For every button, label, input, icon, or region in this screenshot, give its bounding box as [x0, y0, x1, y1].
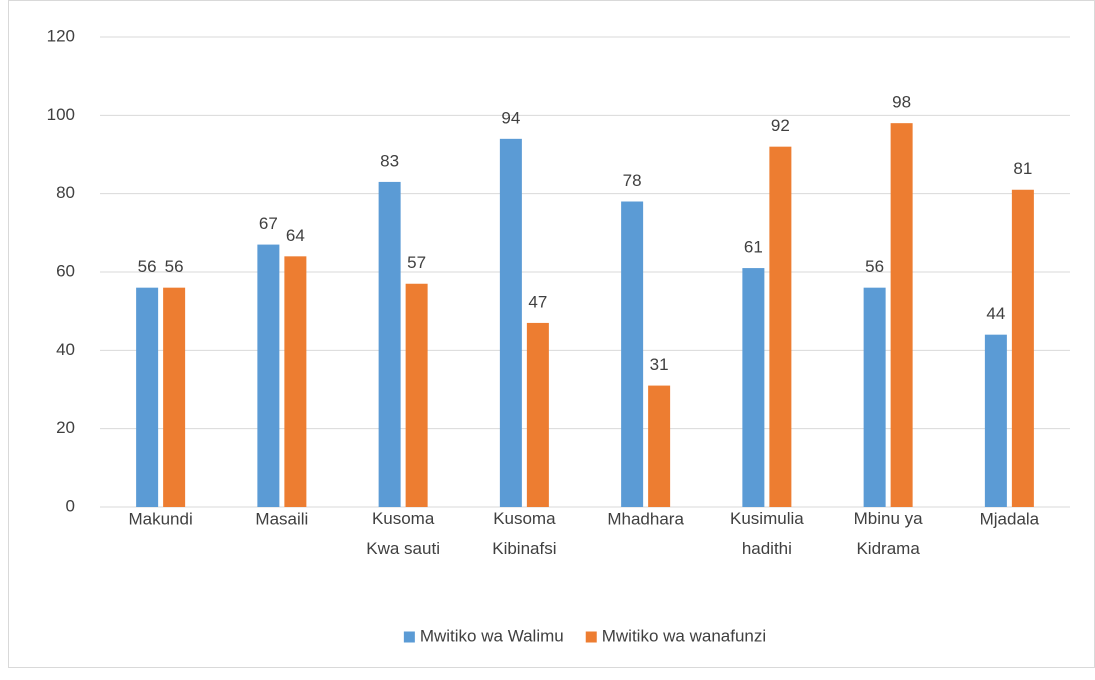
legend-label: Mwitiko wa Walimu	[420, 626, 564, 645]
bar	[1011, 189, 1034, 507]
value-label: 92	[771, 116, 790, 135]
x-tick-label: Kusimulia hadithi	[730, 509, 804, 558]
bar	[863, 287, 886, 507]
value-label: 56	[865, 257, 884, 276]
bar	[526, 322, 549, 507]
value-label: 57	[407, 253, 426, 272]
bar	[984, 334, 1007, 507]
x-tick-label: Mbinu ya Kidrama	[854, 509, 924, 558]
legend-swatch	[585, 631, 597, 643]
value-label: 56	[165, 257, 184, 276]
value-label: 61	[744, 238, 763, 257]
legend-swatch	[403, 631, 415, 643]
y-tick-label: 120	[47, 26, 75, 45]
y-tick-label: 100	[47, 105, 75, 124]
value-label: 56	[138, 257, 157, 276]
y-tick-label: 0	[66, 496, 75, 515]
legend-label: Mwitiko wa wanafunzi	[602, 626, 766, 645]
value-label: 31	[650, 355, 669, 374]
x-tick-label: Makundi	[128, 509, 192, 528]
bar	[405, 283, 428, 507]
value-label: 44	[986, 304, 1005, 323]
bar	[769, 146, 792, 507]
y-tick-label: 60	[56, 261, 75, 280]
value-label: 67	[259, 214, 278, 233]
value-label: 78	[623, 171, 642, 190]
bar	[136, 287, 159, 507]
bar	[648, 385, 671, 507]
x-tick-label: Masaili	[255, 509, 308, 528]
value-label: 81	[1013, 159, 1032, 178]
bar	[378, 181, 401, 507]
bar	[890, 123, 913, 508]
x-tick-label: Mhadhara	[607, 509, 684, 528]
bar	[742, 268, 765, 507]
y-tick-label: 40	[56, 340, 75, 359]
bar	[499, 138, 522, 508]
value-label: 64	[286, 226, 305, 245]
y-tick-label: 80	[56, 183, 75, 202]
x-tick-label: Kusoma Kibinafsi	[492, 509, 556, 558]
bar	[257, 244, 280, 508]
x-tick-label: Mjadala	[980, 509, 1040, 528]
x-tick-label: Kusoma Kwa sauti	[366, 509, 440, 558]
bar	[621, 201, 644, 507]
bar	[163, 287, 186, 507]
value-label: 98	[892, 93, 911, 112]
value-label: 94	[501, 108, 520, 127]
bar	[284, 256, 307, 507]
value-label: 83	[380, 151, 399, 170]
y-tick-label: 20	[56, 418, 75, 437]
value-label: 47	[528, 292, 547, 311]
